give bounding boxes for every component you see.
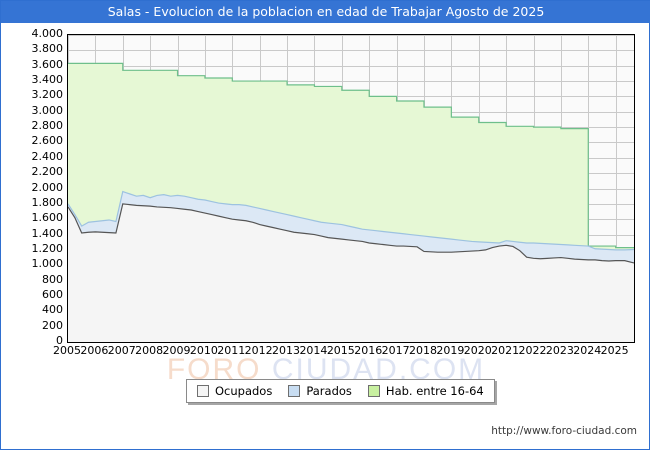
- x-tick-label: 2017: [381, 344, 410, 357]
- chart-legend: Ocupados Parados Hab. entre 16-64: [186, 379, 495, 403]
- y-tick-label: 3.600: [31, 57, 64, 71]
- y-tick-label: 1.400: [31, 226, 64, 240]
- series-line: [68, 203, 634, 264]
- legend-swatch: [197, 385, 209, 397]
- legend-swatch: [288, 385, 301, 397]
- x-axis-labels: 2005 2006 2007 2008 2009 2010 2011 2012 2013 2014…: [53, 344, 633, 362]
- series-line: [68, 190, 634, 251]
- x-tick-label: 2025: [600, 344, 629, 357]
- y-tick-label: 2.400: [31, 149, 64, 163]
- x-tick-label: 2013: [272, 344, 301, 357]
- y-tick-label: 2.000: [31, 180, 64, 194]
- y-tick-label: 1.000: [31, 257, 64, 271]
- y-tick-label: 4.000: [31, 27, 64, 40]
- x-tick-label: 2011: [217, 344, 246, 357]
- x-tick-label: 2019: [436, 344, 465, 357]
- x-tick-label: 2007: [107, 344, 136, 357]
- legend-label: Parados: [306, 384, 352, 398]
- series-ocupados: [68, 203, 634, 342]
- y-tick-label: 1.600: [31, 211, 64, 225]
- y-tick-label: 400: [42, 303, 63, 317]
- y-tick-label: 2.600: [31, 134, 64, 148]
- x-tick-label: 2006: [80, 344, 109, 357]
- x-tick-label: 2016: [354, 344, 383, 357]
- x-tick-label: 2021: [491, 344, 520, 357]
- y-tick-label: 3.000: [31, 103, 64, 117]
- y-tick-label: 1.200: [31, 241, 64, 255]
- x-tick-label: 2018: [408, 344, 437, 357]
- chart-svg: [68, 35, 634, 342]
- y-tick-label: 2.200: [31, 165, 64, 179]
- y-tick-label: 1.800: [31, 195, 64, 209]
- y-tick-label: 2.800: [31, 119, 64, 133]
- x-tick-label: 2022: [518, 344, 547, 357]
- x-tick-label: 2009: [162, 344, 191, 357]
- x-tick-label: 2008: [135, 344, 164, 357]
- legend-item[interactable]: Hab. entre 16-64: [367, 384, 484, 398]
- x-tick-label: 2010: [189, 344, 218, 357]
- plot-area: [67, 34, 635, 343]
- series-line: [68, 62, 634, 249]
- legend-item[interactable]: Ocupados: [197, 384, 272, 398]
- legend-item[interactable]: Parados: [288, 384, 352, 398]
- page-title: Salas - Evolucion de la poblacion en eda…: [1, 1, 650, 23]
- legend-swatch: [367, 385, 380, 397]
- chart-canvas: 0 200 400 600 800 1.000 1.200 1.400 1.600 1.800 2.…: [1, 23, 650, 363]
- series-area: [68, 203, 634, 342]
- y-tick-label: 200: [42, 318, 63, 332]
- y-axis-labels: 0 200 400 600 800 1.000 1.200 1.400 1.600 1.800 2.…: [1, 28, 64, 346]
- x-tick-label: 2020: [463, 344, 492, 357]
- y-tick-label: 600: [42, 287, 63, 301]
- legend-label: Hab. entre 16-64: [385, 384, 484, 398]
- x-tick-label: 2015: [326, 344, 355, 357]
- x-tick-label: 2024: [573, 344, 602, 357]
- y-tick-label: 3.400: [31, 73, 64, 87]
- footer-url: http://www.foro-ciudad.com: [491, 425, 637, 437]
- y-tick-label: 0: [56, 334, 63, 347]
- legend-label: Ocupados: [215, 384, 273, 398]
- y-tick-label: 3.800: [31, 42, 64, 56]
- x-tick-label: 2014: [299, 344, 328, 357]
- x-tick-label: 2023: [545, 344, 574, 357]
- y-tick-label: 3.200: [31, 88, 64, 102]
- x-tick-label: 2012: [244, 344, 273, 357]
- y-tick-label: 800: [42, 272, 63, 286]
- x-tick-label: 2005: [53, 344, 81, 357]
